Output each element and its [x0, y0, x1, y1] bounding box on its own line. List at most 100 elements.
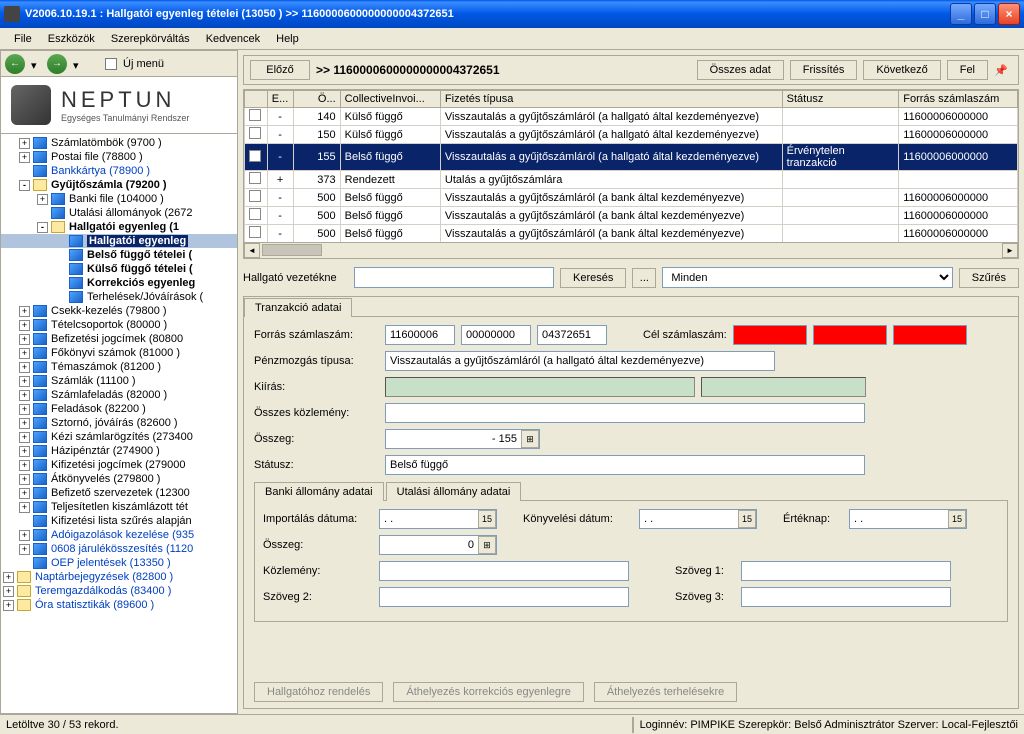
tree-expander[interactable]: +	[19, 488, 30, 499]
tree-item[interactable]: +Óra statisztikák (89600 )	[1, 598, 237, 612]
tree-item[interactable]: +Adóigazolások kezelése (935	[1, 528, 237, 542]
grid-header[interactable]: Ö...	[293, 91, 340, 108]
tree-expander[interactable]: +	[19, 432, 30, 443]
row-checkbox[interactable]	[249, 172, 261, 184]
tree-item[interactable]: Belső függő tételei (	[1, 248, 237, 262]
tree-expander[interactable]: +	[19, 138, 30, 149]
tree-item[interactable]: +Tételcsoportok (80000 )	[1, 318, 237, 332]
date-icon[interactable]: 15	[478, 510, 496, 528]
tree-expander[interactable]: +	[19, 152, 30, 163]
tree-item[interactable]: OEP jelentések (13350 )	[1, 556, 237, 570]
row-checkbox[interactable]	[249, 127, 261, 139]
tree-item[interactable]: +Számlák (11100 )	[1, 374, 237, 388]
tree-item[interactable]: +Főkönyvi számok (81000 )	[1, 346, 237, 360]
tree-item[interactable]: -Gyűjtőszámla (79200 )	[1, 178, 237, 192]
move-type-input[interactable]	[385, 351, 775, 371]
book-date-field[interactable]: . .15	[639, 509, 757, 529]
text2-input[interactable]	[379, 587, 629, 607]
subtab-transfer[interactable]: Utalási állomány adatai	[386, 482, 522, 501]
tree-expander[interactable]: +	[19, 474, 30, 485]
tree-expander[interactable]: +	[19, 502, 30, 513]
prev-button[interactable]: Előző	[250, 60, 310, 80]
tree-expander[interactable]: +	[3, 600, 14, 611]
date-icon[interactable]: 15	[948, 510, 966, 528]
nav-tree[interactable]: +Számlatömbök (9700 )+Postai file (78800…	[1, 134, 237, 713]
tree-item[interactable]: +Számlatömbök (9700 )	[1, 136, 237, 150]
search-button[interactable]: Keresés	[560, 268, 626, 288]
filter-button[interactable]: Szűrés	[959, 268, 1019, 288]
text1-input[interactable]	[741, 561, 951, 581]
tree-item[interactable]: Hallgatói egyenleg	[1, 234, 237, 248]
src-account-3[interactable]	[537, 325, 607, 345]
status-input[interactable]	[385, 455, 865, 475]
src-account-1[interactable]	[385, 325, 455, 345]
menu-help[interactable]: Help	[268, 30, 307, 48]
tree-expander[interactable]: -	[37, 222, 48, 233]
tree-item[interactable]: +Befizető szervezetek (12300	[1, 486, 237, 500]
tree-expander[interactable]: +	[19, 418, 30, 429]
import-date-field[interactable]: . .15	[379, 509, 497, 529]
tree-item[interactable]: +Feladások (82200 )	[1, 402, 237, 416]
grid-header[interactable]: Forrás számlaszám	[899, 91, 1018, 108]
table-row[interactable]: -155Belső függőVisszautalás a gyűjtőszám…	[245, 144, 1018, 171]
tree-item[interactable]: Korrekciós egyenleg	[1, 276, 237, 290]
tree-item[interactable]: +Befizetési jogcímek (80800	[1, 332, 237, 346]
row-checkbox[interactable]	[249, 208, 261, 220]
table-row[interactable]: -500Belső függőVisszautalás a gyűjtőszám…	[245, 189, 1018, 207]
pin-icon[interactable]: 📌	[994, 64, 1012, 77]
grid-header[interactable]: CollectiveInvoi...	[340, 91, 440, 108]
tree-expander[interactable]: +	[19, 530, 30, 541]
minimize-button[interactable]: _	[950, 3, 972, 25]
scroll-right-icon[interactable]: ►	[1002, 243, 1018, 258]
filter-select[interactable]: Minden	[662, 267, 952, 288]
tree-expander[interactable]: +	[19, 306, 30, 317]
text3-input[interactable]	[741, 587, 951, 607]
comm-all-input[interactable]	[385, 403, 865, 423]
tree-item[interactable]: +Sztornó, jóváírás (82600 )	[1, 416, 237, 430]
subtab-bank[interactable]: Banki állomány adatai	[254, 482, 384, 501]
scroll-left-icon[interactable]: ◄	[244, 243, 260, 258]
tab-transaction[interactable]: Tranzakció adatai	[244, 298, 352, 317]
tree-expander[interactable]: +	[19, 390, 30, 401]
maximize-button[interactable]: □	[974, 3, 996, 25]
row-checkbox[interactable]	[249, 150, 261, 162]
tree-item[interactable]: Utalási állományok (2672	[1, 206, 237, 220]
menu-role[interactable]: Szerepkörváltás	[103, 30, 198, 48]
grid-header[interactable]	[245, 91, 268, 108]
tree-expander[interactable]: +	[19, 362, 30, 373]
up-button[interactable]: Fel	[947, 60, 988, 80]
search-more-button[interactable]: ...	[632, 268, 656, 288]
tree-expander[interactable]: +	[37, 194, 48, 205]
grid-header[interactable]: E...	[267, 91, 293, 108]
tree-item[interactable]: Bankkártya (78900 )	[1, 164, 237, 178]
tree-item[interactable]: Kifizetési lista szűrés alapján	[1, 514, 237, 528]
tree-expander[interactable]: +	[19, 320, 30, 331]
tree-item[interactable]: +Házipénztár (274900 )	[1, 444, 237, 458]
tree-item[interactable]: +Kézi számlarögzítés (273400	[1, 430, 237, 444]
tree-expander[interactable]: +	[19, 544, 30, 555]
tree-item[interactable]: +Teljesítetlen kiszámlázott tét	[1, 500, 237, 514]
assign-student-button[interactable]: Hallgatóhoz rendelés	[254, 682, 383, 702]
row-checkbox[interactable]	[249, 109, 261, 121]
tree-expander[interactable]: +	[19, 446, 30, 457]
grid-header[interactable]: Státusz	[782, 91, 899, 108]
calc-icon[interactable]: ⊞	[521, 430, 539, 448]
all-data-button[interactable]: Összes adat	[697, 60, 784, 80]
data-grid[interactable]: E...Ö...CollectiveInvoi...Fizetés típusa…	[243, 89, 1019, 259]
nav-forward-button[interactable]: →	[47, 54, 67, 74]
move-debit-button[interactable]: Áthelyezés terhelésekre	[594, 682, 737, 702]
table-row[interactable]: -140Külső függőVisszautalás a gyűjtőszám…	[245, 108, 1018, 126]
table-row[interactable]: -150Külső függőVisszautalás a gyűjtőszám…	[245, 126, 1018, 144]
search-input[interactable]	[354, 267, 554, 288]
tree-item[interactable]: +Postai file (78800 )	[1, 150, 237, 164]
tree-item[interactable]: +Számlafeladás (82000 )	[1, 388, 237, 402]
tree-expander[interactable]: +	[3, 586, 14, 597]
row-checkbox[interactable]	[249, 190, 261, 202]
comm2-input[interactable]	[379, 561, 629, 581]
tree-expander[interactable]: +	[19, 460, 30, 471]
move-correction-button[interactable]: Áthelyezés korrekciós egyenlegre	[393, 682, 583, 702]
row-checkbox[interactable]	[249, 226, 261, 238]
tree-item[interactable]: +Kifizetési jogcímek (279000	[1, 458, 237, 472]
table-row[interactable]: -500Belső függőVisszautalás a gyűjtőszám…	[245, 207, 1018, 225]
tree-expander[interactable]: +	[19, 334, 30, 345]
